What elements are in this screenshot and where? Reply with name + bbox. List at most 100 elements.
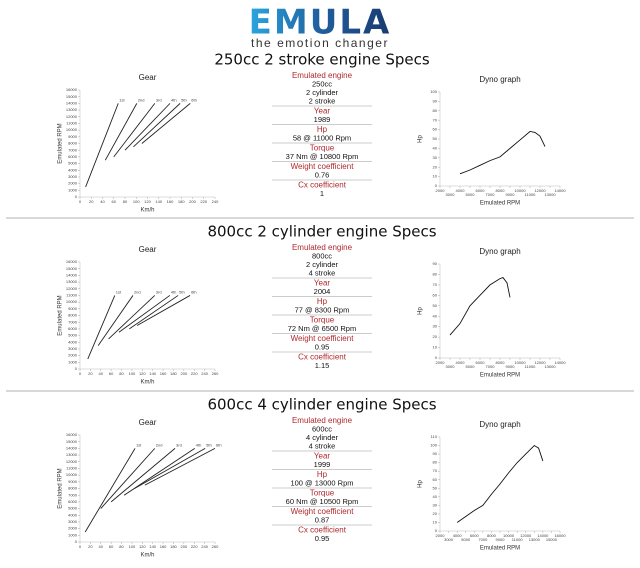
gear-label: 1st (136, 442, 142, 447)
y-tick-label: 10000 (66, 299, 78, 304)
y-tick-label: 0 (75, 194, 78, 199)
x-tick-label: 260 (212, 544, 219, 549)
spec-value: 37 Nm @ 10800 Rpm (286, 152, 359, 161)
y-tick-label: 90 (433, 261, 438, 266)
x-axis-label: Emulated RPM (480, 546, 520, 552)
spec-value: 100 @ 13000 Rpm (290, 478, 353, 487)
x-tick-label: 7000 (486, 364, 496, 369)
section-title: 800cc 2 cylinder engine Specs (207, 223, 436, 241)
y-axis-label: Emulated RPM (58, 468, 64, 508)
y-tick-label: 10 (433, 345, 438, 350)
y-tick-label: 10 (433, 174, 438, 179)
spec-value: 1.15 (315, 361, 330, 370)
y-tick-label: 6000 (68, 154, 78, 159)
x-tick-label: 60 (109, 544, 114, 549)
gear-label: 6th (191, 97, 197, 102)
spec-value: 250cc (312, 79, 332, 88)
x-tick-label: 20 (88, 371, 93, 376)
x-tick-label: 9000 (506, 192, 516, 197)
y-tick-label: 10 (433, 520, 438, 525)
x-axis-label: Km/h (140, 380, 154, 386)
gear-line (144, 447, 216, 486)
gear-line (100, 448, 156, 509)
gear-line (129, 295, 179, 330)
section-title: 600cc 4 cylinder engine Specs (207, 396, 436, 414)
x-tick-label: 140 (149, 371, 156, 376)
y-tick-label: 70 (433, 282, 438, 287)
y-tick-label: 30 (433, 324, 438, 329)
spec-value: 2 stroke (309, 96, 336, 105)
y-axis-label: Hp (418, 135, 424, 143)
spec-value: 2 cylinder (306, 260, 339, 269)
spec-value: 600cc (312, 424, 332, 433)
x-tick-label: 10000 (514, 188, 526, 193)
x-tick-label: 9000 (506, 364, 516, 369)
gear-label: 2nd (156, 442, 163, 447)
y-tick-label: 6000 (68, 499, 78, 504)
gear-label: 6th (191, 290, 197, 295)
gear-line (141, 103, 191, 144)
x-axis-label: Emulated RPM (480, 373, 520, 379)
chart-title: Gear (139, 245, 157, 254)
spec-label: Emulated engine (292, 71, 353, 80)
gear-label: 4th (171, 290, 177, 295)
y-tick-label: 20 (433, 334, 438, 339)
gear-label: 1st (119, 97, 125, 102)
y-tick-label: 8000 (68, 486, 78, 491)
x-tick-label: 14000 (537, 533, 549, 538)
chart-title: Dyno graph (479, 247, 520, 256)
y-tick-label: 60 (433, 292, 438, 297)
x-tick-label: 80 (119, 544, 124, 549)
x-tick-label: 15000 (546, 537, 558, 542)
x-tick-label: 5000 (461, 537, 471, 542)
gear-line (133, 103, 181, 148)
y-tick-label: 9000 (68, 306, 78, 311)
y-tick-label: 7000 (68, 147, 78, 152)
spec-value: 2 cylinder (306, 88, 339, 97)
tagline: the emotion changer (251, 36, 389, 50)
spec-label: Weight coefficient (291, 334, 355, 343)
spec-value: 4 stroke (309, 441, 336, 450)
spec-label: Cx coefficient (298, 526, 347, 535)
y-tick-label: 30 (433, 155, 438, 160)
x-tick-label: 40 (100, 199, 105, 204)
x-tick-label: 11000 (512, 537, 524, 542)
spec-value: 1999 (314, 460, 331, 469)
y-tick-label: 100 (430, 443, 437, 448)
x-tick-label: 11000 (525, 192, 537, 197)
x-tick-label: 120 (144, 199, 151, 204)
x-tick-label: 5000 (466, 192, 476, 197)
x-tick-label: 6000 (476, 188, 486, 193)
x-tick-label: 100 (133, 199, 140, 204)
x-tick-label: 0 (79, 199, 82, 204)
y-axis-label: Emulated RPM (58, 123, 64, 163)
y-tick-label: 2000 (68, 181, 78, 186)
spec-label: Hp (317, 470, 328, 479)
spec-label: Hp (317, 125, 328, 134)
y-tick-label: 1000 (68, 532, 78, 537)
x-tick-label: 60 (109, 371, 114, 376)
y-tick-label: 9000 (68, 134, 78, 139)
x-tick-label: 2000 (436, 533, 446, 538)
y-tick-label: 10000 (66, 472, 78, 477)
gear-line (108, 295, 156, 340)
x-tick-label: 9000 (496, 537, 506, 542)
y-tick-label: 9000 (68, 479, 78, 484)
gear-label: 5th (181, 97, 187, 102)
spec-label: Torque (310, 489, 335, 498)
y-axis-label: Emulated RPM (58, 295, 64, 335)
x-tick-label: 260 (212, 371, 219, 376)
x-tick-label: 13000 (544, 192, 556, 197)
spec-value: 58 @ 11000 Rpm (293, 133, 351, 142)
y-tick-label: 90 (433, 98, 438, 103)
y-tick-label: 4000 (68, 339, 78, 344)
x-tick-label: 4000 (456, 360, 466, 365)
y-tick-label: 10000 (66, 127, 78, 132)
y-tick-label: 5000 (68, 506, 78, 511)
x-tick-label: 7000 (478, 537, 488, 542)
y-tick-label: 13000 (66, 107, 78, 112)
y-tick-label: 40 (433, 494, 438, 499)
x-tick-label: 240 (201, 544, 208, 549)
y-tick-label: 20 (433, 164, 438, 169)
